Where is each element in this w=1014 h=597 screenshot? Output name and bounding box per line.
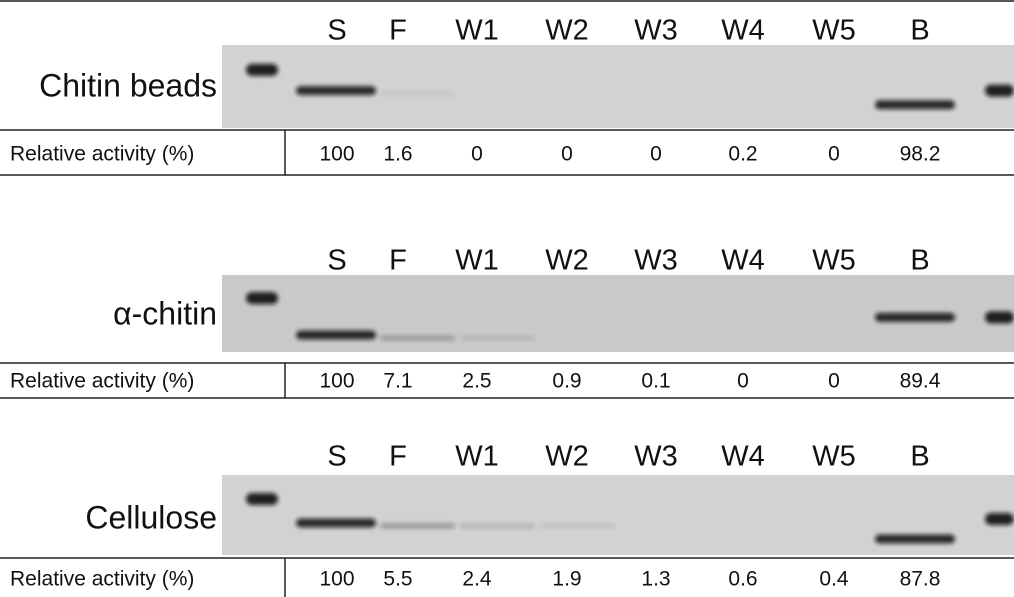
gel-label: Chitin beads — [39, 67, 217, 103]
activity-value: 100 — [319, 370, 354, 393]
activity-value: 0 — [828, 143, 840, 166]
gel-band — [296, 518, 376, 528]
lane-label: W2 — [545, 15, 589, 47]
row-label: Relative activity (%) — [10, 370, 194, 393]
gel-band — [985, 84, 1014, 97]
activity-value: 100 — [319, 143, 354, 166]
gel-label: α-chitin — [113, 295, 217, 331]
gel-band — [985, 513, 1014, 525]
activity-value: 1.6 — [383, 143, 412, 166]
lane-label: W3 — [634, 245, 678, 277]
gel-band — [246, 63, 278, 76]
lane-label: W4 — [721, 15, 765, 47]
gel-band — [246, 292, 278, 305]
activity-value: 0 — [650, 143, 662, 166]
gel-band — [296, 330, 376, 340]
gel-band — [460, 523, 535, 529]
gel-band — [540, 523, 615, 529]
activity-value: 1.3 — [641, 568, 670, 591]
activity-value: 0 — [737, 370, 749, 393]
lane-label: F — [389, 245, 407, 277]
lane-label: W4 — [721, 245, 765, 277]
row-label: Relative activity (%) — [10, 568, 194, 591]
lane-label: S — [327, 441, 346, 473]
gel-band — [380, 335, 455, 341]
activity-value: 100 — [319, 568, 354, 591]
activity-value: 2.5 — [462, 370, 491, 393]
lane-label: W4 — [721, 441, 765, 473]
lane-label: B — [910, 245, 929, 277]
gel-band — [460, 335, 535, 341]
lane-label: S — [327, 245, 346, 277]
row-label: Relative activity (%) — [10, 143, 194, 166]
lane-label: F — [389, 15, 407, 47]
activity-value: 0 — [471, 143, 483, 166]
lane-label: W1 — [455, 15, 499, 47]
lane-label: W2 — [545, 441, 589, 473]
activity-value: 2.4 — [462, 568, 492, 591]
lane-label: W1 — [455, 441, 499, 473]
lane-label: W5 — [812, 15, 856, 47]
gel-band — [380, 523, 455, 529]
lane-label: W2 — [545, 245, 589, 277]
gel-band — [380, 91, 455, 97]
label-box — [0, 485, 222, 545]
lane-label: W3 — [634, 441, 678, 473]
lane-label: S — [327, 15, 346, 47]
activity-value: 98.2 — [900, 143, 941, 166]
activity-value: 0 — [561, 143, 573, 166]
activity-value: 0.2 — [728, 143, 757, 166]
activity-value: 7.1 — [383, 370, 412, 393]
lane-label: W1 — [455, 245, 499, 277]
activity-value: 5.5 — [383, 568, 412, 591]
gel-band — [875, 312, 955, 322]
gel-band — [296, 86, 376, 96]
lane-label: W3 — [634, 15, 678, 47]
lane-label: W5 — [812, 245, 856, 277]
activity-value: 0 — [828, 370, 840, 393]
activity-value: 0.4 — [819, 568, 849, 591]
label-box — [0, 55, 222, 118]
activity-value: 0.6 — [728, 568, 757, 591]
gel-band — [875, 100, 955, 110]
activity-value: 1.9 — [552, 568, 581, 591]
activity-value: 0.9 — [552, 370, 581, 393]
activity-value: 87.8 — [900, 568, 941, 591]
activity-value: 0.1 — [641, 370, 670, 393]
gel-band — [246, 493, 278, 505]
lane-label: F — [389, 441, 407, 473]
lane-label: W5 — [812, 441, 856, 473]
gel-label: Cellulose — [85, 499, 217, 535]
activity-value: 89.4 — [900, 370, 941, 393]
gel-band — [985, 311, 1014, 324]
label-box — [0, 285, 222, 342]
gel-band — [875, 534, 955, 544]
lane-label: B — [910, 441, 929, 473]
lane-label: B — [910, 15, 929, 47]
